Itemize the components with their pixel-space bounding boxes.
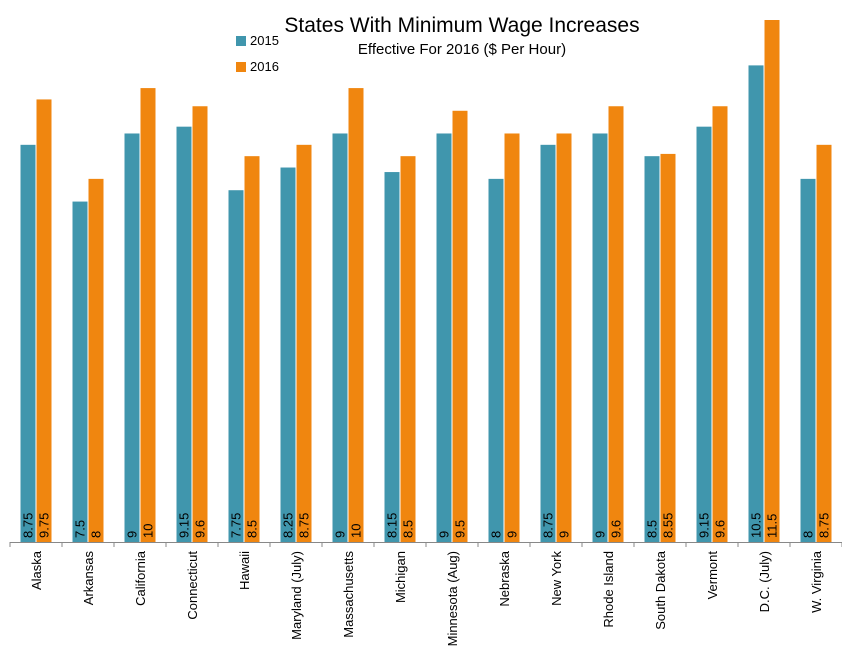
bar-connecticut-2015 (176, 126, 192, 543)
value-label-massachusetts-2015: 9 (333, 531, 348, 538)
bar-hawaii-2016 (244, 156, 260, 542)
bar-maryland-july-2015 (280, 167, 296, 543)
value-label-new-york-2015: 8.75 (541, 513, 556, 538)
value-label-south-dakota-2015: 8.5 (645, 520, 660, 538)
value-label-arkansas-2016: 8 (89, 531, 104, 538)
bar-d-c-july-2016 (764, 20, 780, 542)
bar-new-york-2015 (540, 144, 556, 542)
x-tick-label: Michigan (393, 551, 408, 603)
x-tick-label: Connecticut (185, 551, 200, 620)
value-label-arkansas-2015: 7.5 (73, 520, 88, 538)
x-tick-label: California (133, 550, 148, 606)
value-label-michigan-2015: 8.15 (385, 513, 400, 538)
bar-w-virginia-2016 (816, 144, 832, 542)
bars (20, 20, 832, 543)
chart-title: States With Minimum Wage Increases (284, 14, 639, 37)
value-label-california-2016: 10 (141, 524, 156, 538)
value-label-connecticut-2015: 9.15 (177, 513, 192, 538)
value-label-hawaii-2015: 7.75 (229, 513, 244, 538)
bar-minnesota-aug-2015 (436, 133, 452, 542)
x-tick-label: W. Virginia (809, 550, 824, 613)
x-tick-label: Alaska (29, 550, 44, 590)
legend: 2015 2016 (236, 33, 279, 74)
value-label-minnesota-aug-2016: 9.5 (453, 520, 468, 538)
value-label-nebraska-2015: 8 (489, 531, 504, 538)
legend-label-2016: 2016 (250, 59, 279, 74)
bar-arkansas-2015 (72, 201, 88, 542)
x-tick-label: D.C. (July) (757, 551, 772, 612)
bar-new-york-2016 (556, 133, 572, 542)
value-label-nebraska-2016: 9 (505, 531, 520, 538)
value-label-rhode-island-2016: 9.6 (609, 520, 624, 538)
bar-maryland-july-2016 (296, 144, 312, 542)
value-label-california-2015: 9 (125, 531, 140, 538)
bar-arkansas-2016 (88, 178, 104, 542)
x-axis: Alaska Arkansas California Connecticut Hawai… (9, 542, 842, 646)
value-label-connecticut-2016: 9.6 (193, 520, 208, 538)
legend-label-2015: 2015 (250, 33, 279, 48)
value-label-massachusetts-2016: 10 (349, 524, 364, 538)
legend-swatch-2016 (236, 62, 246, 72)
bar-minnesota-aug-2016 (452, 110, 468, 543)
chart-subtitle: Effective For 2016 ($ Per Hour) (358, 41, 566, 58)
bar-alaska-2015 (20, 144, 36, 542)
bar-vermont-2015 (696, 126, 712, 543)
bar-michigan-2016 (400, 156, 416, 542)
x-tick-label: Nebraska (497, 550, 512, 606)
bar-rhode-island-2016 (608, 106, 624, 543)
value-label-w-virginia-2015: 8 (801, 531, 816, 538)
x-tick-label: Arkansas (81, 551, 96, 606)
value-label-new-york-2016: 9 (557, 531, 572, 538)
value-label-minnesota-aug-2015: 9 (437, 531, 452, 538)
bar-massachusetts-2015 (332, 133, 348, 542)
x-tick-label: Rhode Island (601, 551, 616, 628)
value-label-d-c-july-2015: 10.5 (749, 513, 764, 538)
bar-california-2016 (140, 88, 156, 542)
bar-nebraska-2016 (504, 133, 520, 542)
bar-alaska-2016 (36, 99, 52, 542)
x-tick-label: Hawaii (237, 551, 252, 590)
value-label-d-c-july-2016: 11.5 (765, 514, 780, 538)
value-label-maryland-july-2015: 8.25 (281, 513, 296, 538)
x-tick-label: South Dakota (653, 550, 668, 630)
bar-connecticut-2016 (192, 106, 208, 543)
value-labels: 8.75 9.75 7.5 8 9 10 9.15 9.6 7.75 8.5 8.25 8.75 9 10… (21, 513, 832, 538)
value-label-w-virginia-2016: 8.75 (817, 513, 832, 538)
bar-michigan-2015 (384, 172, 400, 543)
bar-nebraska-2015 (488, 178, 504, 542)
value-label-south-dakota-2016: 8.55 (661, 513, 676, 538)
value-label-hawaii-2016: 8.5 (245, 520, 260, 538)
bar-california-2015 (124, 133, 140, 542)
x-tick-label: New York (549, 551, 564, 606)
value-label-michigan-2016: 8.5 (401, 520, 416, 538)
bar-south-dakota-2015 (644, 156, 660, 542)
bar-massachusetts-2016 (348, 88, 364, 542)
value-label-alaska-2016: 9.75 (37, 513, 52, 538)
value-label-vermont-2016: 9.6 (713, 520, 728, 538)
x-tick-label: Vermont (705, 551, 720, 600)
x-tick-label: Minnesota (Aug) (445, 551, 460, 646)
bar-vermont-2016 (712, 106, 728, 543)
bar-rhode-island-2015 (592, 133, 608, 542)
bar-w-virginia-2015 (800, 178, 816, 542)
bar-d-c-july-2015 (748, 65, 764, 543)
bar-hawaii-2015 (228, 190, 244, 542)
bar-south-dakota-2016 (660, 153, 676, 542)
value-label-alaska-2015: 8.75 (21, 513, 36, 538)
x-tick-label: Maryland (July) (289, 551, 304, 640)
legend-swatch-2015 (236, 36, 246, 46)
value-label-rhode-island-2015: 9 (593, 531, 608, 538)
value-label-vermont-2015: 9.15 (697, 513, 712, 538)
value-label-maryland-july-2016: 8.75 (297, 513, 312, 538)
x-tick-label: Massachusetts (341, 551, 356, 638)
